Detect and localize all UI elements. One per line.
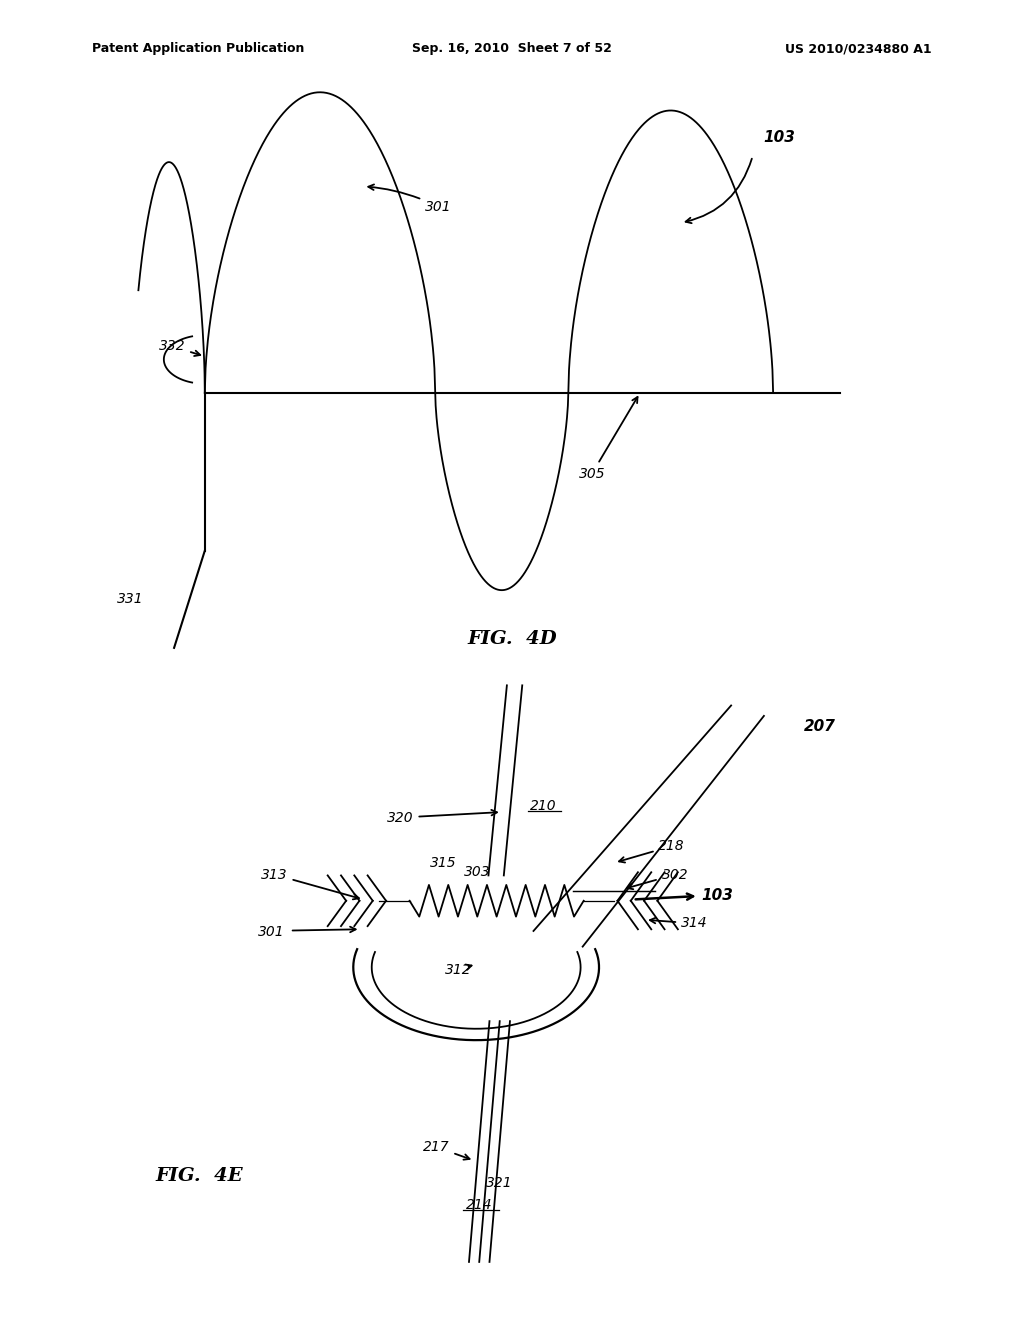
Text: 103: 103 (763, 131, 795, 145)
Text: 301: 301 (369, 185, 452, 214)
Text: 313: 313 (261, 867, 358, 899)
Text: 312: 312 (445, 964, 472, 978)
Text: 305: 305 (579, 397, 638, 480)
Text: US 2010/0234880 A1: US 2010/0234880 A1 (785, 42, 932, 55)
Text: 217: 217 (423, 1140, 470, 1160)
Text: 302: 302 (628, 867, 688, 890)
Text: Sep. 16, 2010  Sheet 7 of 52: Sep. 16, 2010 Sheet 7 of 52 (412, 42, 612, 55)
Text: 320: 320 (387, 810, 497, 825)
Text: 314: 314 (650, 916, 708, 931)
Text: 103: 103 (636, 887, 733, 903)
Text: FIG.  4D: FIG. 4D (467, 630, 557, 648)
Text: 315: 315 (430, 855, 457, 870)
Text: 218: 218 (620, 840, 685, 862)
Text: 301: 301 (258, 925, 285, 940)
Text: 321: 321 (486, 1176, 513, 1189)
Text: FIG.  4E: FIG. 4E (156, 1167, 244, 1185)
Text: 331: 331 (117, 593, 143, 606)
Text: Patent Application Publication: Patent Application Publication (92, 42, 304, 55)
Text: 210: 210 (530, 799, 557, 813)
Text: 214: 214 (466, 1197, 493, 1212)
Text: 332: 332 (159, 339, 201, 356)
Text: 207: 207 (804, 719, 836, 734)
Text: 303: 303 (464, 865, 490, 879)
